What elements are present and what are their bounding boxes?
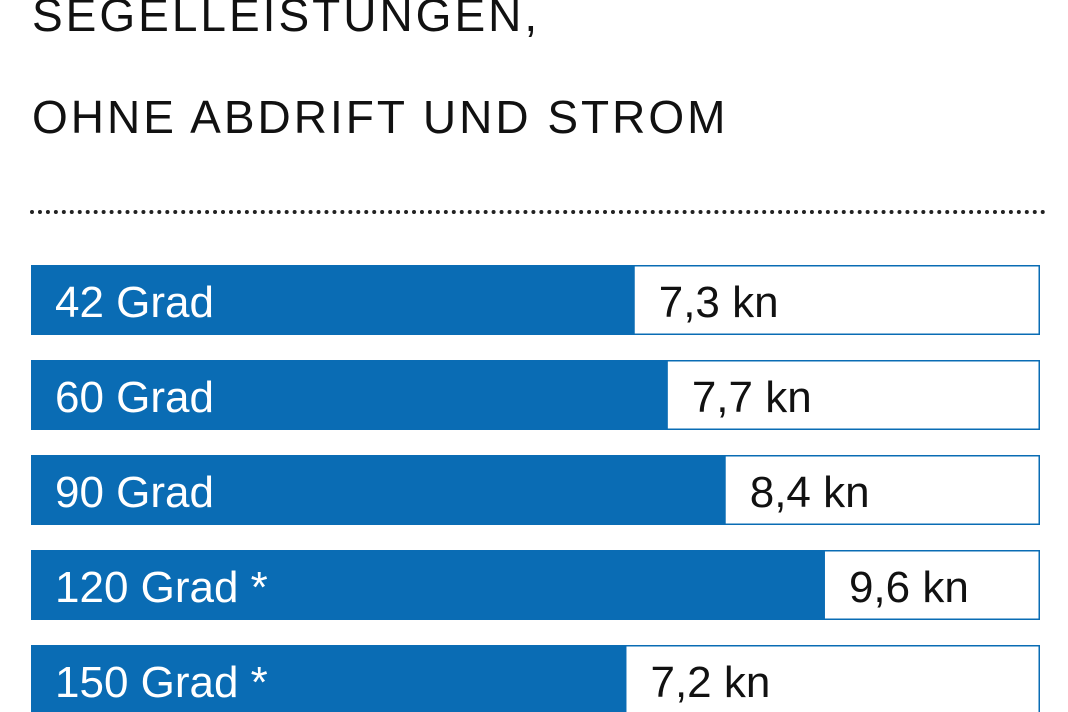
bar-row: 120 Grad * 9,6 kn: [31, 550, 1040, 620]
bar-row: 42 Grad 7,3 kn: [31, 265, 1040, 335]
category-label: 150 Grad *: [55, 658, 268, 707]
bar: [31, 360, 668, 430]
category-label: 42 Grad: [55, 278, 214, 327]
bar: [31, 550, 825, 620]
bar: [31, 645, 627, 712]
value-label: 8,4 kn: [750, 468, 870, 517]
value-label: 9,6 kn: [849, 563, 969, 612]
bar-row: 90 Grad 8,4 kn: [31, 455, 1040, 525]
chart-title-line-1: SEGELLEISTUNGEN,: [32, 0, 541, 41]
bar-row: 60 Grad 7,7 kn: [31, 360, 1040, 430]
category-label: 120 Grad *: [55, 563, 268, 612]
bar: [31, 265, 635, 335]
value-label: 7,3 kn: [659, 278, 779, 327]
category-label: 90 Grad: [55, 468, 214, 517]
value-label: 7,2 kn: [650, 658, 770, 707]
bar: [31, 455, 726, 525]
bar-row: 150 Grad * 7,2 kn: [31, 645, 1040, 712]
chart-title-line-2: OHNE ABDRIFT UND STROM: [32, 91, 729, 143]
dotted-divider: [30, 210, 1046, 214]
value-label: 7,7 kn: [692, 373, 812, 422]
category-label: 60 Grad: [55, 373, 214, 422]
